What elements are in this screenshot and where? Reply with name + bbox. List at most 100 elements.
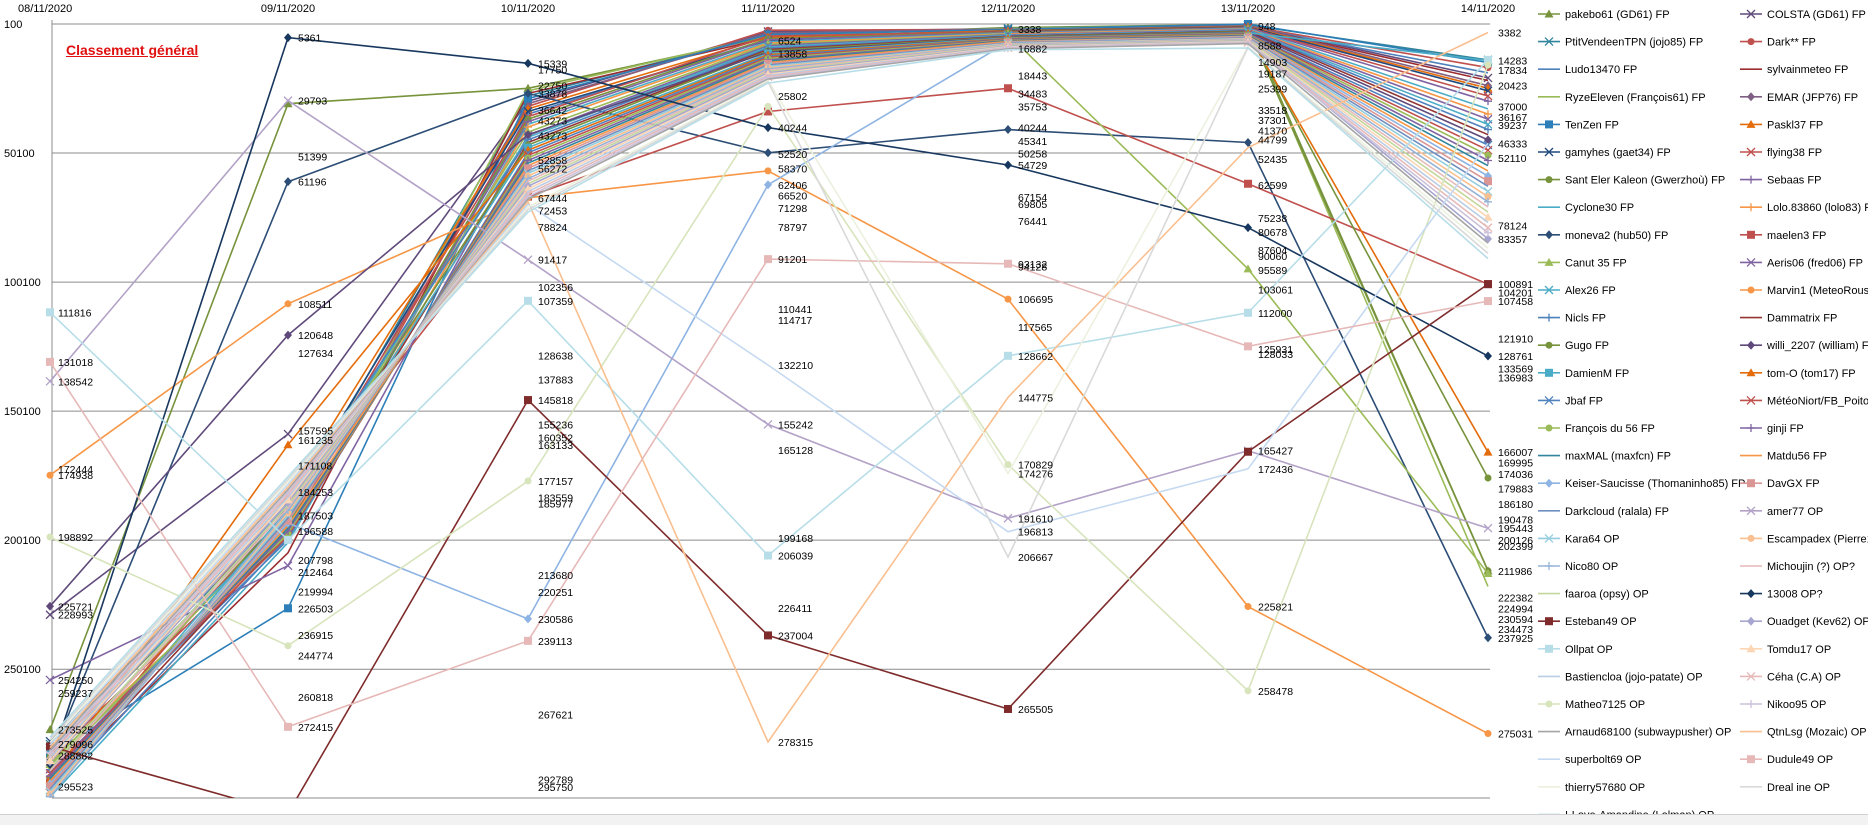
data-label: 160352 bbox=[538, 433, 573, 445]
legend-swatch-marker bbox=[1747, 700, 1755, 708]
legend-swatch-marker bbox=[1545, 478, 1553, 488]
point-marker bbox=[1004, 704, 1012, 713]
point-marker bbox=[1244, 223, 1252, 233]
data-label: 128662 bbox=[1018, 351, 1053, 363]
data-label: 17750 bbox=[538, 65, 567, 77]
data-label: 103061 bbox=[1258, 285, 1293, 297]
point-marker bbox=[45, 376, 55, 386]
point-marker bbox=[46, 782, 54, 791]
point-marker bbox=[283, 561, 293, 571]
series-line bbox=[49, 31, 1489, 749]
data-label: 145818 bbox=[538, 395, 573, 407]
legend-swatch-marker bbox=[1746, 644, 1756, 653]
point-marker bbox=[1483, 91, 1493, 101]
point-marker bbox=[1004, 259, 1012, 268]
point-marker bbox=[524, 88, 532, 98]
point-marker bbox=[1484, 177, 1492, 186]
point-marker bbox=[524, 396, 532, 405]
data-label: 177157 bbox=[538, 476, 573, 488]
data-label: 35753 bbox=[1018, 101, 1047, 113]
legend-item: Escampadex (Pierre16 bbox=[1740, 533, 1868, 545]
data-label: 94128 bbox=[1018, 262, 1047, 274]
legend-swatch-marker bbox=[1747, 286, 1755, 294]
point-marker bbox=[283, 96, 293, 106]
data-label: 137883 bbox=[538, 375, 573, 387]
series-line bbox=[49, 36, 1489, 785]
point-marker bbox=[1484, 125, 1492, 134]
data-label: 948 bbox=[1258, 21, 1276, 33]
legend-item: DavGX FP bbox=[1740, 478, 1820, 490]
point-marker bbox=[46, 357, 54, 366]
point-marker bbox=[45, 675, 55, 685]
legend-swatch-marker bbox=[1544, 37, 1554, 47]
legend-label: Escampadex (Pierre16 bbox=[1767, 533, 1868, 545]
point-marker bbox=[1004, 295, 1012, 303]
data-label: 206667 bbox=[1018, 552, 1053, 564]
data-label: 196588 bbox=[298, 526, 333, 538]
point-marker bbox=[763, 419, 773, 429]
legend-label: Keiser-Saucisse (Thomaninho85) FP bbox=[1565, 478, 1745, 490]
point-marker bbox=[1483, 523, 1493, 533]
data-label: 220251 bbox=[538, 587, 573, 599]
data-label: 179883 bbox=[1498, 483, 1533, 495]
data-label: 66520 bbox=[778, 190, 807, 202]
legend-label: faaroa (opsy) OP bbox=[1565, 589, 1649, 601]
data-label: 16882 bbox=[1018, 43, 1047, 55]
series-line bbox=[49, 47, 1489, 738]
data-label: 29793 bbox=[298, 96, 327, 108]
point-marker bbox=[1244, 308, 1252, 317]
point-marker bbox=[1484, 156, 1492, 165]
series-line bbox=[49, 258, 1489, 728]
legend-label: Marvin1 (MeteoRouss bbox=[1767, 285, 1868, 297]
point-marker bbox=[284, 535, 292, 544]
data-label: 5361 bbox=[298, 33, 322, 45]
legend-swatch-marker bbox=[1545, 230, 1553, 240]
point-marker bbox=[1244, 137, 1252, 147]
legend-item: EMAR (JFP76) FP bbox=[1740, 92, 1858, 104]
legend-label: Sebaas FP bbox=[1767, 175, 1821, 187]
point-marker bbox=[46, 742, 54, 751]
series-line bbox=[49, 32, 1489, 794]
legend-label: amer77 OP bbox=[1767, 506, 1823, 518]
data-label: 25399 bbox=[1258, 83, 1287, 95]
sheet-scrollbar[interactable] bbox=[0, 814, 1868, 825]
data-label: 144775 bbox=[1018, 392, 1053, 404]
legend-item: gamyhes (gaet34) FP bbox=[1538, 147, 1671, 159]
legend-label: Nico80 OP bbox=[1565, 561, 1618, 573]
legend-label: thierry57680 OP bbox=[1565, 782, 1645, 794]
data-label: 43273 bbox=[538, 116, 567, 128]
series-line bbox=[49, 42, 1489, 751]
point-marker bbox=[764, 148, 772, 158]
data-label: 136983 bbox=[1498, 372, 1533, 384]
data-label: 174938 bbox=[58, 470, 93, 482]
legend-label: Gugo FP bbox=[1565, 340, 1609, 352]
point-marker bbox=[1484, 61, 1492, 69]
point-marker bbox=[284, 177, 292, 187]
series-line bbox=[49, 35, 1489, 780]
point-marker bbox=[46, 601, 54, 611]
point-marker bbox=[1484, 297, 1492, 306]
point-marker bbox=[1484, 197, 1492, 206]
data-label: 20423 bbox=[1498, 81, 1527, 93]
legend-swatch-marker bbox=[1747, 479, 1755, 488]
data-label: 110441 bbox=[778, 304, 812, 316]
data-label: 230594 bbox=[1498, 614, 1533, 626]
legend-item: Jbaf FP bbox=[1538, 395, 1603, 407]
data-label: 39237 bbox=[1498, 120, 1527, 132]
data-label: 93132 bbox=[1018, 259, 1047, 271]
x-tick-label: 13/11/2020 bbox=[1221, 3, 1275, 15]
data-label: 172444 bbox=[58, 464, 93, 476]
legend-label: RyzeEleven (François61) FP bbox=[1565, 92, 1706, 104]
legend-item: Ludo13470 FP bbox=[1538, 64, 1637, 76]
point-marker bbox=[764, 102, 772, 110]
point-marker bbox=[283, 429, 293, 439]
data-label: 62599 bbox=[1258, 180, 1287, 192]
legend-label: MétéoNiort/FB_Poito bbox=[1767, 395, 1868, 407]
data-label: 18443 bbox=[1018, 70, 1047, 82]
data-label: 33518 bbox=[1258, 105, 1287, 117]
legend-item: Ollpat OP bbox=[1538, 644, 1613, 656]
data-label: 258478 bbox=[1258, 686, 1293, 698]
chart-title: Classement général bbox=[66, 42, 199, 58]
legend-label: flying38 FP bbox=[1767, 147, 1822, 159]
legend-label: Ouadget (Kev62) OP bbox=[1767, 616, 1868, 628]
